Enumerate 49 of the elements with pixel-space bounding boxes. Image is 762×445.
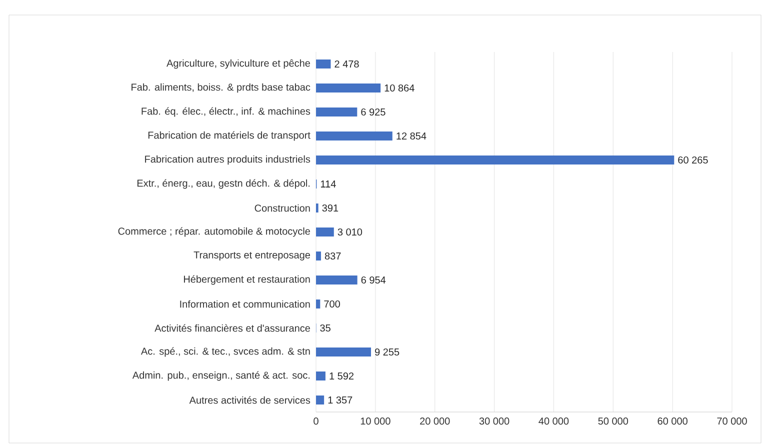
bar [316, 227, 334, 236]
data-label: 9 255 [375, 348, 400, 356]
x-tick-label: 40 000 [538, 418, 569, 425]
x-tick-label: 30 000 [479, 418, 510, 425]
data-label: 700 [324, 300, 340, 308]
bar [316, 60, 331, 68]
bar [316, 132, 392, 140]
y-tick-label: Information et communication [180, 300, 310, 308]
data-label: 1 592 [330, 372, 354, 380]
x-tick-label: 50 000 [598, 418, 628, 425]
y-tick-label: Autres activités de services [189, 396, 310, 404]
data-label: 60 265 [678, 156, 708, 164]
data-label: 3 010 [338, 228, 362, 236]
y-tick-label: Fabrication autres produits industriels [145, 155, 310, 165]
bar [316, 156, 674, 164]
x-tick-label: 60 000 [658, 418, 688, 425]
data-label: 837 [324, 252, 341, 260]
bar [316, 348, 372, 356]
y-tick-label: Ac. spé., sci. & tec., svces adm. & stn [140, 347, 310, 357]
data-label: 1 357 [328, 396, 352, 404]
data-label: 391 [322, 204, 338, 212]
data-label: 35 [320, 324, 330, 332]
x-tick-label: 0 [314, 418, 318, 425]
y-tick-label: Agriculture, sylviculture et pêche [166, 59, 310, 69]
y-tick-label: Construction [254, 204, 310, 212]
y-tick-label: Transports et entreposage [194, 252, 310, 260]
y-tick-label: Fab. aliments, boiss. & prdts base tabac [132, 83, 310, 93]
bar [316, 108, 358, 116]
bar [316, 276, 358, 284]
data-label: 6 925 [361, 108, 386, 116]
bar [316, 372, 326, 380]
bar [316, 396, 324, 404]
bar [316, 252, 321, 260]
data-label: 6 954 [361, 276, 386, 284]
y-tick-label: Admin. pub., enseign., santé & act. soc. [132, 371, 310, 381]
x-tick-label: 70 000 [717, 418, 747, 425]
x-tick-label: 20 000 [420, 418, 450, 425]
y-tick-label: Activités financières et d'assurance [154, 324, 310, 332]
y-tick-label: Commerce ; répar. automobile & motocycle [118, 227, 310, 237]
y-tick-label: Fabrication de matériels de transport [148, 131, 310, 141]
y-tick-label: Extr., énerg., eau, gestn déch. & dépol. [137, 179, 310, 189]
data-label: 12 854 [396, 132, 426, 140]
y-tick-label: Hébergement et restauration [184, 275, 310, 285]
data-label: 114 [320, 180, 336, 188]
x-tick-label: 10 000 [360, 418, 390, 425]
data-label: 2 478 [334, 60, 359, 68]
data-label: 10 864 [384, 84, 414, 92]
y-tick-label: Fab. éq. élec., électr., inf. & machines [142, 107, 310, 117]
bar [316, 84, 381, 92]
